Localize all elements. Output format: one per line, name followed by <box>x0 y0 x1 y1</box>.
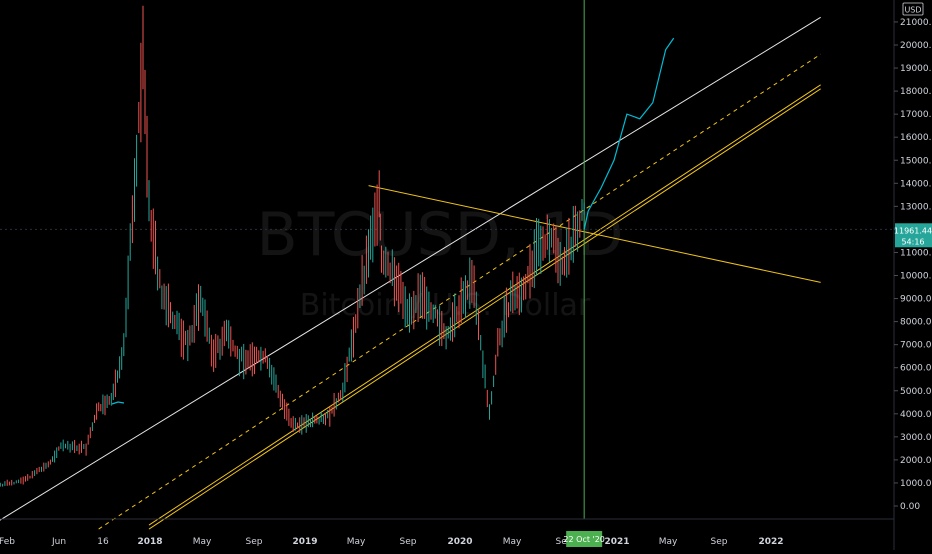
bar-countdown: 54:16 <box>901 237 924 246</box>
y-tick-label: 5000.00 <box>900 387 932 397</box>
drawing-layer <box>0 0 894 530</box>
y-tick-label: 14000.00 <box>900 179 932 189</box>
watermark-name: Bitcoin / U.S. Dollar <box>300 288 591 323</box>
x-tick-label: 2022 <box>758 537 783 547</box>
y-tick-label: 19000.00 <box>900 64 932 74</box>
y-tick-label: 11000.00 <box>900 248 932 258</box>
x-tick-label: 2018 <box>137 537 162 547</box>
y-tick-label: 13000.00 <box>900 202 932 212</box>
x-tick-label: Sep <box>400 537 417 547</box>
y-tick-label: 10000.00 <box>900 272 932 282</box>
trend-line-3[interactable] <box>368 185 821 283</box>
price-axis[interactable]: 21000.00 20000.00 19000.00 18000.00 17000.00… <box>894 18 932 512</box>
x-tick-label: Feb <box>0 537 15 547</box>
x-tick-label: Sep <box>711 537 728 547</box>
x-tick-label: 2021 <box>604 537 629 547</box>
y-tick-label: 21000.00 <box>900 18 932 28</box>
y-tick-label: 18000.00 <box>900 87 932 97</box>
y-tick-label: 20000.00 <box>900 41 932 51</box>
trend-line-0[interactable] <box>0 16 821 529</box>
y-tick-label: 9000.00 <box>900 295 932 305</box>
cursor-date-badge <box>566 531 603 547</box>
y-tick-label: 6000.00 <box>900 364 932 374</box>
trend-line-1[interactable] <box>98 53 821 530</box>
x-tick-label: May <box>659 537 678 547</box>
y-tick-label: 17000.00 <box>900 110 932 120</box>
x-tick-label: May <box>193 537 212 547</box>
x-tick-label: Jun <box>51 537 66 547</box>
x-tick-label: 2020 <box>447 537 472 547</box>
cursor-date-label: 22 Oct '20 <box>563 535 604 544</box>
y-tick-label: 15000.00 <box>900 156 932 166</box>
projection-mark-2017 <box>111 401 125 405</box>
x-tick-label: Sep <box>246 537 263 547</box>
last-price-badge <box>895 223 932 248</box>
currency-label: USD <box>904 6 921 15</box>
x-tick-label: 16 <box>97 537 109 547</box>
y-tick-label: 1000.00 <box>900 479 932 489</box>
x-tick-label: Sep <box>556 537 573 547</box>
last-price-value: 11961.44 <box>894 226 932 235</box>
x-tick-label: May <box>503 537 522 547</box>
price-series-layer <box>0 5 675 487</box>
y-tick-label: 4000.00 <box>900 410 932 420</box>
y-tick-label: 8000.00 <box>900 318 932 328</box>
projection-line[interactable] <box>583 37 675 230</box>
y-tick-label: 16000.00 <box>900 133 932 143</box>
y-tick-label: 3000.00 <box>900 433 932 443</box>
y-tick-label: 0.00 <box>900 502 920 512</box>
y-tick-label: 7000.00 <box>900 341 932 351</box>
x-tick-label: 2019 <box>292 537 317 547</box>
time-axis[interactable]: Feb Jun 16 2018 May Sep 2019 May Sep 2020 May Sep 20… <box>0 531 784 547</box>
trend-line-2-pair[interactable] <box>148 84 821 526</box>
trend-line-2[interactable] <box>148 88 821 530</box>
y-tick-label: 2000.00 <box>900 456 932 466</box>
x-tick-label: May <box>347 537 366 547</box>
currency-badge[interactable] <box>902 2 924 16</box>
